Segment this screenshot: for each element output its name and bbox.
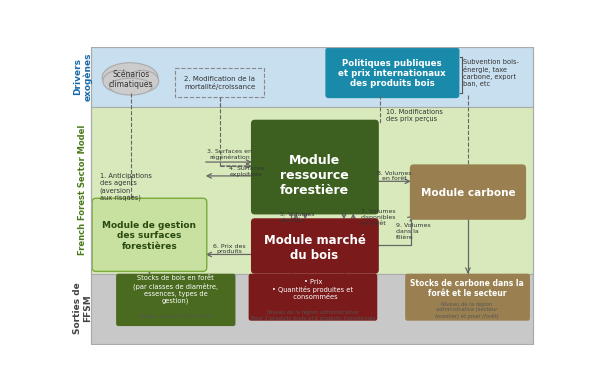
Text: Sorties de
FFSM: Sorties de FFSM <box>73 282 93 334</box>
Text: 10. Modifications
des prix perçus: 10. Modifications des prix perçus <box>386 109 443 122</box>
FancyBboxPatch shape <box>251 120 379 215</box>
Text: 4. Surfaces
exploitées: 4. Surfaces exploitées <box>229 166 264 177</box>
Ellipse shape <box>126 71 159 92</box>
Text: Niveau du pixel (8 x 8 km): Niveau du pixel (8 x 8 km) <box>140 314 212 319</box>
FancyBboxPatch shape <box>116 274 235 326</box>
Ellipse shape <box>102 63 158 92</box>
FancyBboxPatch shape <box>249 274 377 320</box>
FancyBboxPatch shape <box>251 218 379 274</box>
Text: • Prix
• Quantités produites et
  consommées: • Prix • Quantités produites et consommé… <box>273 279 353 300</box>
Text: Politiques publiques
et prix internationaux
des produits bois: Politiques publiques et prix internation… <box>338 59 446 88</box>
Bar <box>91 47 533 107</box>
FancyBboxPatch shape <box>326 47 459 98</box>
Text: Subvention bois-
énergie, taxe
carbone, export
ban, etc: Subvention bois- énergie, taxe carbone, … <box>463 59 519 87</box>
Text: 3. Surfaces en
régénération: 3. Surfaces en régénération <box>207 149 252 160</box>
Text: 2. Modification de la
mortalité/croissance: 2. Modification de la mortalité/croissan… <box>184 76 255 90</box>
Bar <box>91 107 533 274</box>
Text: Niveau de la région
administrative (secteur
forestier) et pixel (forêt): Niveau de la région administrative (sect… <box>435 301 499 319</box>
Text: 6. Prix des
produits: 6. Prix des produits <box>213 244 245 255</box>
Text: Stocks de carbone dans la
forêt et le secteur: Stocks de carbone dans la forêt et le se… <box>410 279 524 298</box>
Text: French Forest Sector Model: French Forest Sector Model <box>78 125 87 255</box>
Text: 8. Volumes
en forêt: 8. Volumes en forêt <box>377 170 412 181</box>
Text: Niveau de la région administrative: Niveau de la région administrative <box>267 310 359 315</box>
Text: 7. Volumes
disponibles
en forêt: 7. Volumes disponibles en forêt <box>361 209 397 226</box>
Ellipse shape <box>109 78 152 95</box>
Text: Stocks de bois en forêt
(par classes de diamètre,
essences, types de
gestion): Stocks de bois en forêt (par classes de … <box>133 275 218 305</box>
FancyBboxPatch shape <box>405 274 530 320</box>
Bar <box>91 274 533 344</box>
Text: Scénarios
climatiques: Scénarios climatiques <box>109 70 153 89</box>
FancyBboxPatch shape <box>410 165 526 220</box>
Text: Module de gestion
des surfaces
forestières: Module de gestion des surfaces forestièr… <box>102 221 197 251</box>
Text: Module carbone: Module carbone <box>421 188 515 198</box>
Text: 9. Volumes
dans la
filière: 9. Volumes dans la filière <box>396 223 431 240</box>
Text: Module marché
du bois: Module marché du bois <box>264 234 365 262</box>
Text: 1. Anticipations
des agents
(aversion
aux risques): 1. Anticipations des agents (aversion au… <box>100 173 151 201</box>
Text: Drivers
exogènes: Drivers exogènes <box>73 52 93 101</box>
FancyBboxPatch shape <box>92 198 207 271</box>
Text: 5. Volumes
récoltés: 5. Volumes récoltés <box>280 212 314 223</box>
Text: Pour 3 produits bruts et 6 produits transformés: Pour 3 produits bruts et 6 produits tran… <box>251 315 375 321</box>
Text: Module
ressource
forestière: Module ressource forestière <box>280 154 349 197</box>
Ellipse shape <box>103 71 135 92</box>
